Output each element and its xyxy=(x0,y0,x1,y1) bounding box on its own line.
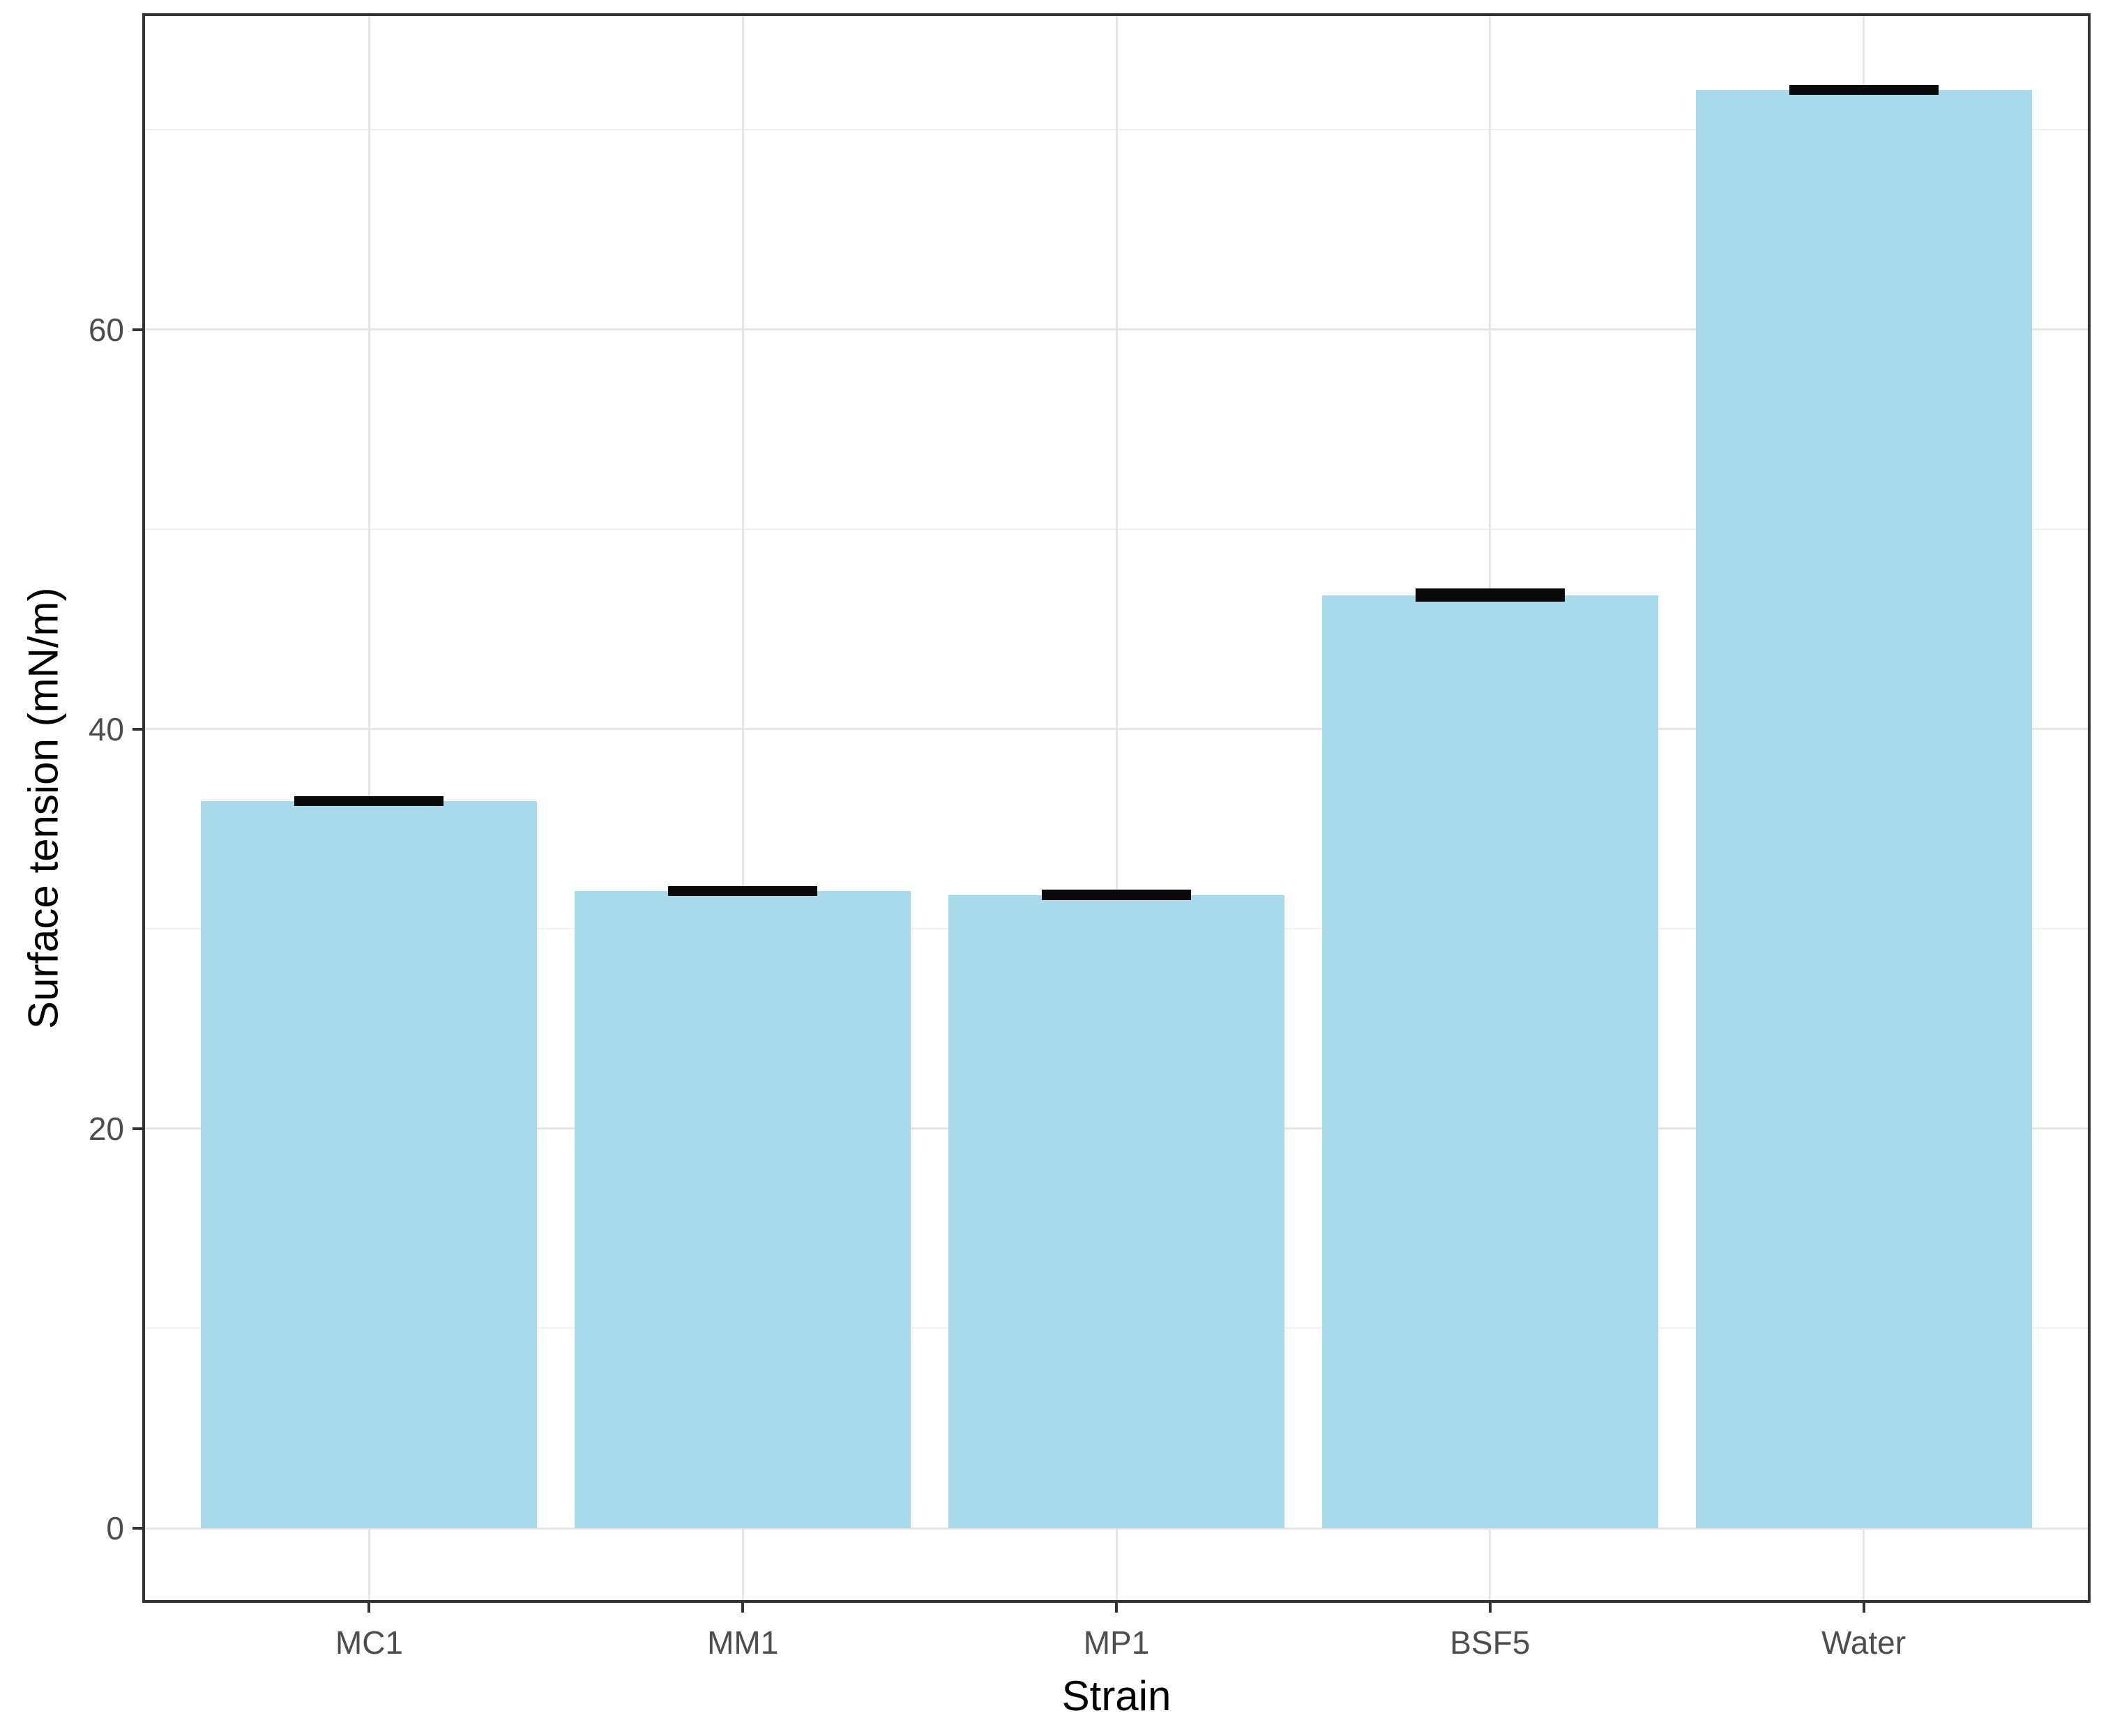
x-tick-water xyxy=(1862,1600,1865,1613)
errorbar-mm1 xyxy=(668,885,818,896)
errorbar-mc1 xyxy=(294,795,444,807)
y-tick-label-20: 20 xyxy=(88,1110,124,1147)
bar-mc1 xyxy=(201,800,538,1528)
x-axis-title: Strain xyxy=(1061,1673,1172,1719)
y-tick-label-0: 0 xyxy=(106,1510,124,1546)
x-tick-label-mm1: MM1 xyxy=(707,1624,779,1661)
y-tick-label-40: 40 xyxy=(88,710,124,747)
bar-mp1 xyxy=(948,894,1284,1528)
x-tick-mm1 xyxy=(741,1600,745,1613)
gridline-x-mm1 xyxy=(741,16,744,1600)
y-axis-title: Surface tension (mN/m) xyxy=(20,587,67,1029)
bar-bsf5 xyxy=(1321,595,1658,1528)
y-tick-40 xyxy=(132,727,145,731)
x-tick-mc1 xyxy=(367,1600,371,1613)
x-tick-bsf5 xyxy=(1488,1600,1492,1613)
errorbar-mp1 xyxy=(1042,890,1191,900)
y-tick-60 xyxy=(132,328,145,331)
bar-water xyxy=(1695,89,2032,1528)
errorbar-water xyxy=(1789,84,1939,95)
y-tick-label-60: 60 xyxy=(88,311,124,348)
gridline-x-mp1 xyxy=(1115,16,1118,1600)
y-tick-20 xyxy=(132,1127,145,1130)
bar-mm1 xyxy=(575,890,911,1528)
errorbar-bsf5 xyxy=(1415,588,1565,602)
x-tick-label-mc1: MC1 xyxy=(335,1624,404,1661)
y-tick-0 xyxy=(132,1527,145,1530)
plot-panel-border xyxy=(142,13,2091,1603)
x-tick-label-bsf5: BSF5 xyxy=(1450,1624,1531,1661)
x-tick-label-mp1: MP1 xyxy=(1083,1624,1150,1661)
x-tick-label-water: Water xyxy=(1821,1624,1906,1661)
x-tick-mp1 xyxy=(1115,1600,1118,1613)
